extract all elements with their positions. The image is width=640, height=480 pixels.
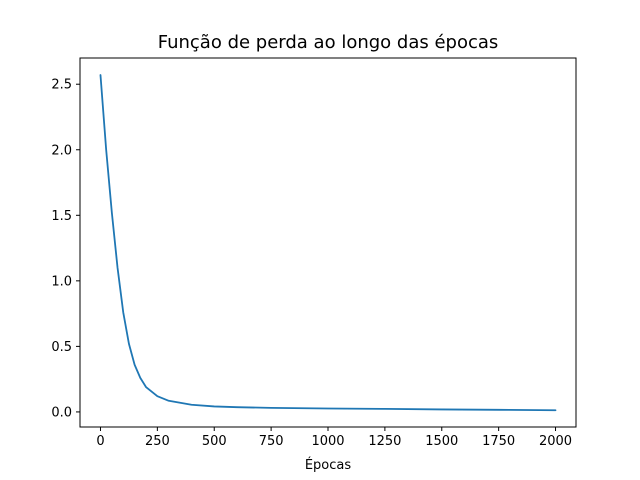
x-tick-label: 1500 <box>425 434 458 449</box>
x-tick-label: 750 <box>259 434 284 449</box>
x-tick-label: 250 <box>145 434 170 449</box>
chart-title: Função de perda ao longo das épocas <box>158 32 499 53</box>
loss-series-line <box>99 74 557 412</box>
x-tick-label: 1000 <box>311 434 344 449</box>
x-axis-label: Épocas <box>305 457 352 473</box>
plot-frame <box>79 57 577 428</box>
y-tick-label: 1.0 <box>51 274 72 289</box>
y-tick-label: 1.5 <box>51 209 72 224</box>
y-tick-label: 2.0 <box>51 143 72 158</box>
y-tick-label: 0.5 <box>51 340 72 355</box>
x-tick-label: 1750 <box>482 434 515 449</box>
y-tick-label: 0.0 <box>51 405 72 420</box>
x-tick-label: 500 <box>202 434 227 449</box>
x-tick-label: 0 <box>96 434 104 449</box>
y-tick-label: 2.5 <box>51 78 72 93</box>
x-tick-label: 2000 <box>539 434 572 449</box>
x-tick-label: 1250 <box>368 434 401 449</box>
